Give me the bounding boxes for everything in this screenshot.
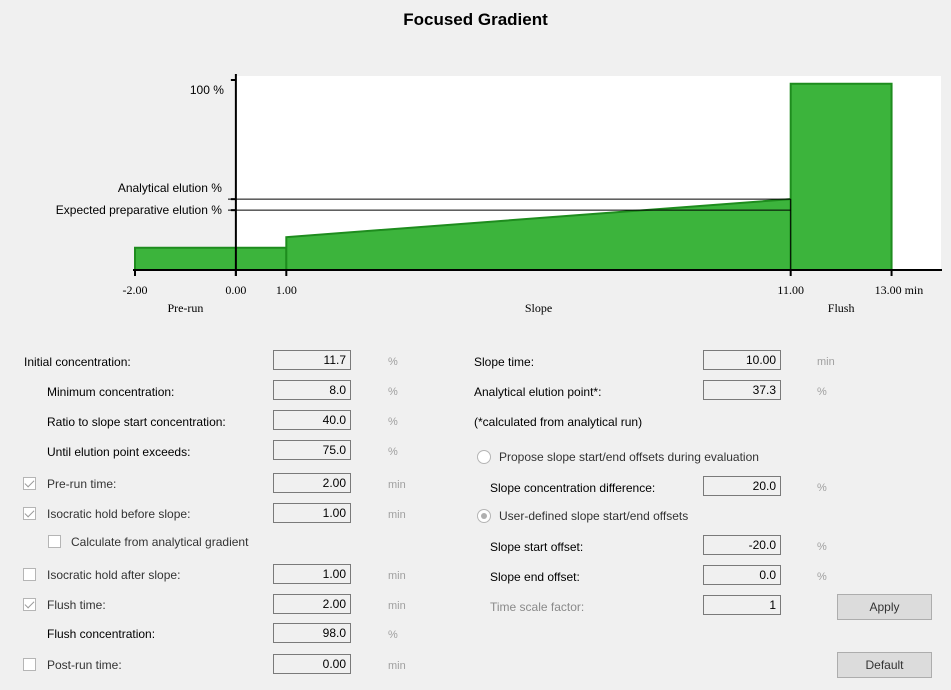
time-scale-label: Time scale factor: xyxy=(490,600,585,614)
flush-concentration-unit: % xyxy=(388,629,398,641)
ratio-field[interactable]: 40.0 xyxy=(273,410,351,430)
start-offset-label: Slope start offset: xyxy=(490,540,584,554)
analytical-note: (*calculated from analytical run) xyxy=(474,415,643,429)
analytical-point-field[interactable]: 37.3 xyxy=(703,380,781,400)
page-title: Focused Gradient xyxy=(403,10,548,29)
pre-run-label: Pre-run time: xyxy=(47,477,117,491)
post-run-unit: min xyxy=(388,660,406,672)
y-label-analytical: Analytical elution % xyxy=(118,181,222,195)
flush-time-unit: min xyxy=(388,600,406,612)
until-label: Until elution point exceeds: xyxy=(47,445,191,459)
flush-time-checkbox[interactable] xyxy=(23,598,36,611)
x-tick-label: 0.00 xyxy=(225,283,246,297)
pre-run-field[interactable]: 2.00 xyxy=(273,473,351,493)
x-tick-label: 13.00 min xyxy=(875,283,924,297)
iso-after-field[interactable]: 1.00 xyxy=(273,564,351,584)
minimum-concentration-unit: % xyxy=(388,386,398,398)
ratio-label: Ratio to slope start concentration: xyxy=(47,415,226,429)
calc-analytical-label: Calculate from analytical gradient xyxy=(71,535,249,549)
flush-concentration-field[interactable]: 98.0 xyxy=(273,623,351,643)
iso-before-checkbox[interactable] xyxy=(23,507,36,520)
slope-diff-unit: % xyxy=(817,482,827,494)
default-button[interactable]: Default xyxy=(837,652,932,678)
pre-run-checkbox[interactable] xyxy=(23,477,36,490)
pre-run-unit: min xyxy=(388,479,406,491)
minimum-concentration-field[interactable]: 8.0 xyxy=(273,380,351,400)
phase-label-pre-run: Pre-run xyxy=(167,301,203,315)
flush-concentration-label: Flush concentration: xyxy=(47,627,156,641)
phase-label-flush: Flush xyxy=(828,301,855,315)
analytical-point-label: Analytical elution point*: xyxy=(474,385,602,399)
end-offset-unit: % xyxy=(817,571,827,583)
x-tick-label: 11.00 xyxy=(777,283,804,297)
start-offset-unit: % xyxy=(817,541,827,553)
post-run-field[interactable]: 0.00 xyxy=(273,654,351,674)
until-field[interactable]: 75.0 xyxy=(273,440,351,460)
calc-analytical-checkbox[interactable] xyxy=(48,535,61,548)
until-unit: % xyxy=(388,446,398,458)
apply-button[interactable]: Apply xyxy=(837,594,932,620)
end-offset-field[interactable]: 0.0 xyxy=(703,565,781,585)
end-offset-label: Slope end offset: xyxy=(490,570,580,584)
x-tick-label: 1.00 xyxy=(276,283,297,297)
pre-run-area xyxy=(134,246,288,271)
iso-before-field[interactable]: 1.00 xyxy=(273,503,351,523)
initial-concentration-field[interactable]: 11.7 xyxy=(273,350,351,370)
ratio-unit: % xyxy=(388,416,398,428)
flush-time-label: Flush time: xyxy=(47,598,106,612)
time-scale-field[interactable]: 1 xyxy=(703,595,781,615)
user-defined-label: User-defined slope start/end offsets xyxy=(499,509,689,523)
iso-before-unit: min xyxy=(388,509,406,521)
flush-area xyxy=(789,82,893,271)
slope-diff-field[interactable]: 20.0 xyxy=(703,476,781,496)
iso-after-unit: min xyxy=(388,570,406,582)
analytical-point-unit: % xyxy=(817,386,827,398)
start-offset-field[interactable]: -20.0 xyxy=(703,535,781,555)
slope-time-label: Slope time: xyxy=(474,355,535,369)
slope-time-field[interactable]: 10.00 xyxy=(703,350,781,370)
post-run-checkbox[interactable] xyxy=(23,658,36,671)
minimum-concentration-label: Minimum concentration: xyxy=(47,385,175,399)
propose-radio[interactable] xyxy=(477,450,491,464)
propose-label: Propose slope start/end offsets during e… xyxy=(499,450,759,464)
iso-before-label: Isocratic hold before slope: xyxy=(47,507,191,521)
initial-concentration-label: Initial concentration: xyxy=(24,355,131,369)
iso-after-label: Isocratic hold after slope: xyxy=(47,568,181,582)
x-tick-label: -2.00 xyxy=(123,283,148,297)
user-defined-radio[interactable] xyxy=(477,509,491,523)
post-run-label: Post-run time: xyxy=(47,658,122,672)
iso-after-checkbox[interactable] xyxy=(23,568,36,581)
phase-label-slope: Slope xyxy=(525,301,552,315)
y-label-100: 100 % xyxy=(190,83,224,97)
gradient-chart: -2.00 0.00 1.00 11.00 13.00 min 100 % Analytic… xyxy=(56,74,942,315)
slope-diff-label: Slope concentration difference: xyxy=(490,481,656,495)
y-label-expected: Expected preparative elution % xyxy=(56,203,222,217)
initial-concentration-unit: % xyxy=(388,356,398,368)
slope-time-unit: min xyxy=(817,356,835,368)
flush-time-field[interactable]: 2.00 xyxy=(273,594,351,614)
